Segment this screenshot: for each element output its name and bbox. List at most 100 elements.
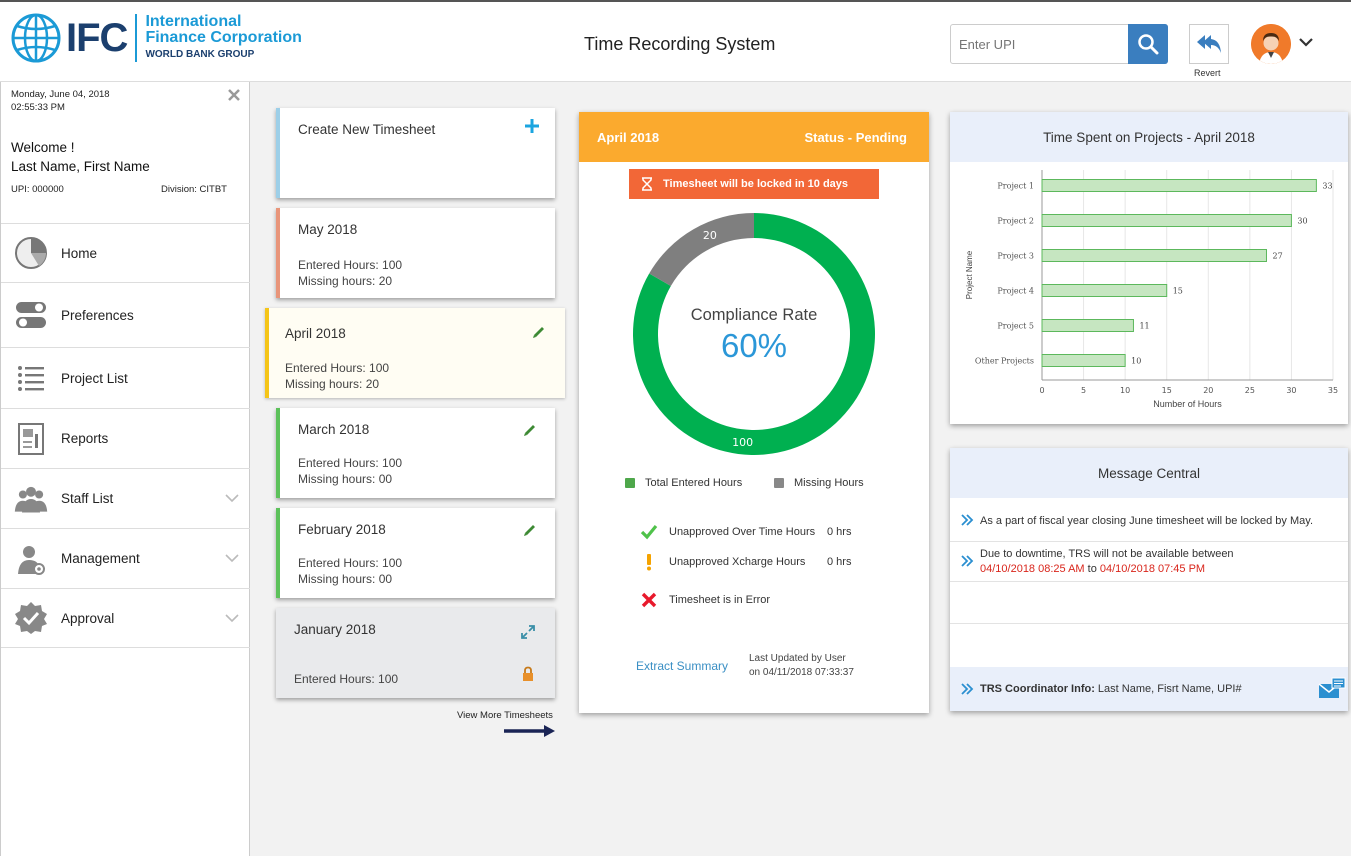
- y-tick-label: Project 5: [997, 322, 1034, 331]
- message-text: Due to downtime, TRS will not be availab…: [980, 547, 1234, 577]
- bar: [1041, 284, 1168, 297]
- y-tick-label: Project 3: [997, 252, 1034, 261]
- sidebar-item-reports[interactable]: Reports: [1, 408, 250, 468]
- message-item[interactable]: As a part of fiscal year closing June ti…: [950, 498, 1348, 542]
- project-time-chart-panel: Time Spent on Projects - April 2018 0 5 10…: [950, 112, 1348, 424]
- double-chevron-right-icon: [961, 555, 974, 567]
- globe-icon: [11, 13, 61, 63]
- missing-hours: Missing hours: 20: [298, 274, 393, 288]
- report-icon: [13, 421, 49, 457]
- timesheet-card-march[interactable]: March 2018 Entered Hours: 100 Missing ho…: [276, 408, 555, 498]
- y-axis-title: Project Name: [965, 250, 974, 299]
- sidebar-item-preferences[interactable]: Preferences: [1, 282, 250, 347]
- extract-summary-link[interactable]: Extract Summary: [636, 659, 729, 673]
- approval-badge-icon: [13, 600, 49, 636]
- legend-entered: Total Entered Hours: [625, 477, 742, 489]
- pencil-icon[interactable]: [522, 422, 538, 438]
- stat-xcharge: Unapproved Xcharge Hours 0 hrs: [639, 552, 851, 572]
- timesheet-month: April 2018: [285, 326, 346, 341]
- expand-icon[interactable]: [520, 624, 536, 640]
- timesheet-status-panel: April 2018 Status - Pending Timesheet wi…: [579, 112, 929, 713]
- chevron-down-icon[interactable]: [224, 493, 240, 503]
- x-tick-label: 10: [1120, 386, 1130, 395]
- status-month: April 2018: [597, 130, 660, 145]
- revert-button[interactable]: [1189, 24, 1229, 64]
- stat-overtime-label: Unapproved Over Time Hours: [669, 526, 816, 538]
- sidebar-item-home[interactable]: Home: [1, 223, 250, 282]
- data-label: 30: [1297, 217, 1307, 226]
- entered-hours: Entered Hours: 100: [285, 361, 390, 375]
- view-more-timesheets-link[interactable]: View More Timesheets: [457, 710, 553, 721]
- logo-text: International Finance Corporation WORLD …: [145, 14, 301, 62]
- stat-error-label: Timesheet is in Error: [669, 594, 771, 606]
- y-tick-label: Other Projects: [975, 357, 1034, 366]
- project-hours-bar-chart: 0 5 10 15 20 25 30 35 Project 1 33 Project 2 30 Proj…: [965, 170, 1338, 409]
- logo-line-1: International: [145, 13, 242, 30]
- timesheet-month: February 2018: [298, 522, 386, 537]
- message-item-empty: [950, 582, 1348, 624]
- user-upi: UPI: 000000: [11, 184, 64, 195]
- data-label: 11: [1139, 322, 1149, 331]
- message-text: As a part of fiscal year closing June ti…: [980, 515, 1314, 527]
- email-icon[interactable]: [1318, 677, 1346, 699]
- chevron-down-icon[interactable]: [224, 553, 240, 563]
- entered-hours-label: 100: [732, 436, 753, 449]
- create-timesheet-label: Create New Timesheet: [298, 122, 436, 137]
- chevron-down-icon[interactable]: [224, 613, 240, 623]
- current-datetime: Monday, June 04, 2018 02:55:33 PM: [11, 88, 110, 114]
- missing-hours: Missing hours: 00: [298, 472, 393, 486]
- timesheet-card-may[interactable]: May 2018 Entered Hours: 100 Missing hour…: [276, 208, 555, 298]
- logo-divider: [135, 14, 138, 62]
- revert-label: Revert: [1194, 68, 1221, 78]
- stat-xcharge-value: 0 hrs: [827, 556, 852, 568]
- timesheet-card-february[interactable]: February 2018 Entered Hours: 100 Missing…: [276, 508, 555, 598]
- message-item[interactable]: Due to downtime, TRS will not be availab…: [950, 542, 1348, 582]
- compliance-value: 60%: [721, 327, 787, 364]
- sidebar-item-label: Management: [61, 551, 140, 566]
- logo-line-3: WORLD BANK GROUP: [145, 49, 255, 60]
- status-badge: Status - Pending: [804, 130, 907, 145]
- x-tick-label: 30: [1286, 386, 1296, 395]
- x-tick-label: 0: [1039, 386, 1044, 395]
- downtime-end: 04/10/2018 07:45 PM: [1099, 563, 1206, 575]
- compliance-donut-chart: 20 100 Compliance Rate 60%: [633, 213, 875, 455]
- user-name: Last Name, First Name: [11, 159, 150, 174]
- timesheet-card-january[interactable]: January 2018 Entered Hours: 100: [276, 608, 555, 698]
- entered-hours: Entered Hours: 100: [298, 556, 403, 570]
- bar: [1041, 179, 1317, 192]
- upi-search-input[interactable]: [951, 25, 1128, 63]
- list-icon: [13, 360, 49, 396]
- create-timesheet-card[interactable]: Create New Timesheet: [276, 108, 555, 198]
- welcome-text: Welcome !: [11, 140, 75, 155]
- x-axis-title: Number of Hours: [1153, 399, 1222, 409]
- timesheet-card-april[interactable]: April 2018 Entered Hours: 100 Missing ho…: [265, 308, 565, 398]
- x-tick-label: 15: [1162, 386, 1172, 395]
- missing-hours-segment: [649, 213, 754, 286]
- sidebar-item-management[interactable]: Management: [1, 528, 250, 588]
- message-central-title: Message Central: [950, 448, 1348, 498]
- x-tick-label: 35: [1328, 386, 1338, 395]
- coordinator-value: Last Name, Fisrt Name, UPI#: [1094, 683, 1242, 695]
- pencil-icon[interactable]: [531, 324, 547, 340]
- arrow-right-icon[interactable]: [504, 723, 556, 739]
- sidebar-item-project-list[interactable]: Project List: [1, 347, 250, 408]
- sidebar-item-label: Preferences: [61, 307, 134, 323]
- logo-line-2: Finance Corporation: [145, 29, 302, 46]
- current-date: Monday, June 04, 2018: [11, 89, 110, 100]
- sidebar-item-staff-list[interactable]: Staff List: [1, 468, 250, 528]
- plus-icon[interactable]: [524, 118, 540, 134]
- sidebar-item-label: Home: [61, 245, 98, 261]
- sidebar-item-approval[interactable]: Approval: [1, 588, 250, 648]
- sidebar-item-label: Reports: [61, 431, 109, 446]
- user-avatar[interactable]: [1251, 24, 1291, 64]
- pencil-icon[interactable]: [522, 522, 538, 538]
- chevron-down-icon[interactable]: [1298, 36, 1314, 48]
- close-icon[interactable]: [227, 88, 241, 102]
- x-tick-label: 5: [1081, 386, 1086, 395]
- downtime-start: 04/10/2018 08:25 AM: [980, 563, 1085, 575]
- lock-warning-text: Timesheet will be locked in 10 days: [663, 178, 849, 190]
- coordinator-text: TRS Coordinator Info: Last Name, Fisrt N…: [980, 683, 1242, 695]
- ifc-logo[interactable]: IFC International Finance Corporation WO…: [10, 12, 302, 64]
- search-button[interactable]: [1128, 24, 1168, 64]
- bar: [1041, 354, 1126, 367]
